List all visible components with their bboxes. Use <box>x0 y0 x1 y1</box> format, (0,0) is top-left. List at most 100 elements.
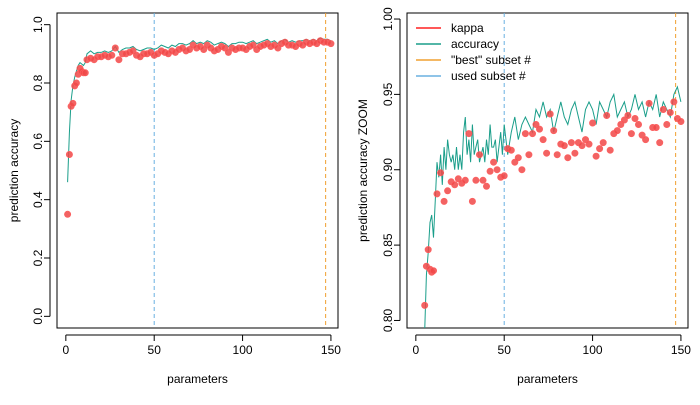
left-plot-frame <box>56 12 339 329</box>
right-accuracy-line <box>424 85 682 328</box>
right-kappa-point <box>535 125 543 133</box>
left-y-tick-label: 0.4 <box>31 191 45 208</box>
right-kappa-point <box>532 121 540 129</box>
right-kappa-point <box>560 142 568 150</box>
right-kappa-point <box>421 301 429 309</box>
right-kappa-point <box>652 124 660 132</box>
legend-label: "best" subset # <box>451 53 531 67</box>
right-kappa-point <box>592 152 600 160</box>
right-y-tick-label: 1.00 <box>381 7 395 31</box>
right-kappa-point <box>564 154 572 162</box>
right-kappa-point <box>606 146 614 154</box>
right-kappa-point <box>645 99 653 107</box>
right-kappa-point <box>528 130 536 138</box>
right-kappa-point <box>525 151 533 159</box>
right-kappa-point <box>631 115 639 123</box>
right-x-tick-label: 0 <box>412 343 419 357</box>
left-x-tick-label: 150 <box>321 343 341 357</box>
right-kappa-point <box>543 149 551 157</box>
right-kappa-point <box>666 109 674 117</box>
right-x-tick-label: 100 <box>583 343 603 357</box>
right-kappa-point <box>670 98 678 106</box>
legend-label: accuracy <box>451 37 499 51</box>
right-kappa-point <box>461 176 469 184</box>
right-kappa-point <box>521 130 529 138</box>
right-kappa-point <box>490 158 498 166</box>
right-kappa-point <box>663 121 671 129</box>
left-y-tick-label: 0.2 <box>31 249 45 266</box>
right-kappa-point <box>451 181 459 189</box>
right-y-tick-label: 0.90 <box>381 158 395 182</box>
left-kappa-point <box>81 69 89 77</box>
right-kappa-point <box>539 136 547 144</box>
right-kappa-point <box>571 149 579 157</box>
right-kappa-point <box>656 139 664 147</box>
right-y-axis-title: prediction accuracy ZOOM <box>356 99 370 242</box>
right-kappa-point <box>507 146 515 154</box>
left-kappa-point <box>72 79 80 87</box>
right-kappa-point <box>493 166 501 174</box>
left-x-axis-title: parameters <box>167 372 228 386</box>
right-kappa-point <box>472 176 480 184</box>
left-kappa-point <box>115 56 123 64</box>
legend: kappa accuracy "best" subset # used subset … <box>416 21 531 83</box>
right-kappa-point <box>475 151 483 159</box>
right-kappa-point <box>613 127 621 135</box>
right-kappa-point <box>659 106 667 114</box>
right-kappa-point <box>514 154 522 162</box>
right-y-tick-label: 0.80 <box>381 308 395 332</box>
right-panel: 0 50 100 150 parameters 0.80 0.85 0.90 0.95 1.00 p… <box>356 7 691 386</box>
left-kappa-point <box>65 151 73 159</box>
right-kappa-point <box>589 119 597 127</box>
right-kappa-point <box>518 166 526 174</box>
right-x-tick-label: 50 <box>498 343 512 357</box>
right-kappa-point <box>603 112 611 120</box>
left-y-tick-label: 0.8 <box>31 74 45 91</box>
right-kappa-point <box>553 151 561 159</box>
right-y-tick-label: 0.85 <box>381 233 395 257</box>
left-y-axis-title: prediction accuracy <box>7 119 21 222</box>
right-kappa-point <box>677 118 685 126</box>
right-kappa-point <box>546 110 554 118</box>
right-kappa-point <box>585 140 593 148</box>
left-x-tick-label: 50 <box>148 343 162 357</box>
right-kappa-point <box>433 190 441 198</box>
right-kappa-point <box>424 246 432 254</box>
left-kappa-point <box>108 51 116 59</box>
left-kappa-point <box>327 40 335 48</box>
left-x-tick-label: 0 <box>62 343 69 357</box>
right-kappa-point <box>465 130 473 138</box>
right-x-tick-label: 150 <box>671 343 691 357</box>
right-kappa-point <box>624 112 632 120</box>
left-kappa-point <box>64 210 72 218</box>
right-kappa-point <box>578 142 586 150</box>
right-plot-frame <box>406 12 689 329</box>
right-kappa-point <box>642 136 650 144</box>
right-kappa-point <box>599 139 607 147</box>
right-kappa-point <box>468 197 476 205</box>
right-y-tick-label: 0.95 <box>381 82 395 106</box>
right-kappa-point <box>500 172 508 180</box>
left-panel: 0 50 100 150 parameters 0.0 0.2 0.4 0.6 0.8 1.0 pre… <box>7 12 341 386</box>
right-kappa-point <box>617 121 625 129</box>
legend-label: kappa <box>451 21 484 35</box>
right-kappa-point <box>550 127 558 135</box>
right-kappa-point <box>634 121 642 129</box>
right-kappa-point <box>437 169 445 177</box>
left-y-tick-label: 1.0 <box>31 16 45 33</box>
right-kappa-point <box>567 139 575 147</box>
left-y-tick-label: 0.6 <box>31 133 45 150</box>
right-x-axis-title: parameters <box>517 372 578 386</box>
right-kappa-point <box>479 176 487 184</box>
right-kappa-point <box>486 167 494 175</box>
left-kappa-point <box>111 44 119 52</box>
left-y-tick-label: 0.0 <box>31 308 45 325</box>
right-kappa-point <box>627 130 635 138</box>
right-kappa-point <box>482 182 490 190</box>
right-kappa-point <box>444 187 452 195</box>
right-kappa-point <box>596 145 604 153</box>
left-x-tick-label: 100 <box>233 343 253 357</box>
left-kappa-point <box>69 99 77 107</box>
right-kappa-point <box>440 197 448 205</box>
